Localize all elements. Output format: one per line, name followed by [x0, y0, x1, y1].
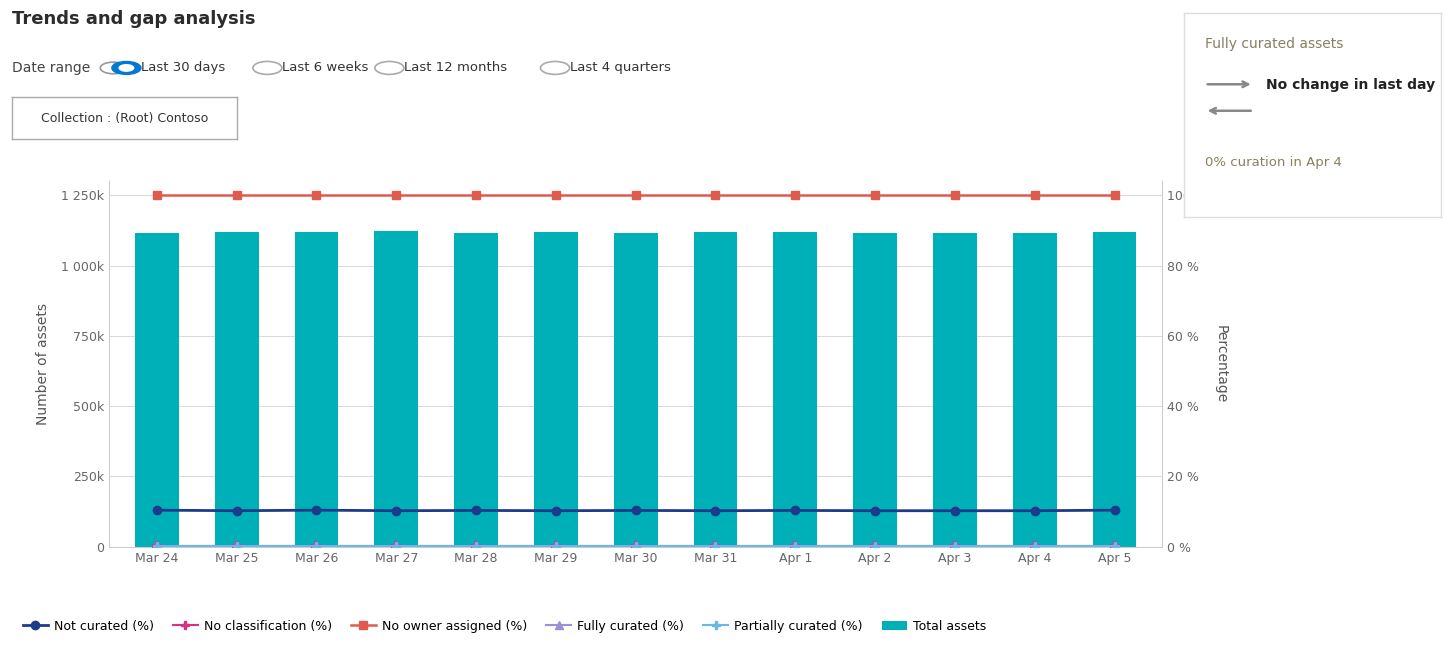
Bar — [135, 233, 179, 547]
Text: Last 12 months: Last 12 months — [404, 61, 507, 74]
Bar — [455, 233, 498, 547]
Bar — [1093, 232, 1136, 547]
Text: Last 30 days: Last 30 days — [141, 61, 225, 74]
Text: 0% curation in Apr 4: 0% curation in Apr 4 — [1205, 156, 1341, 169]
Bar — [933, 234, 976, 547]
Legend: Not curated (%), No classification (%), No owner assigned (%), Fully curated (%): Not curated (%), No classification (%), … — [17, 615, 991, 637]
Text: i: i — [112, 63, 115, 73]
Bar — [613, 233, 658, 547]
Y-axis label: Percentage: Percentage — [1213, 325, 1228, 403]
Bar — [1013, 233, 1056, 547]
Y-axis label: Number of assets: Number of assets — [36, 303, 49, 425]
Bar — [375, 231, 418, 547]
Text: Trends and gap analysis: Trends and gap analysis — [12, 10, 256, 28]
Bar — [773, 232, 817, 547]
Text: Collection : (Root) Contoso: Collection : (Root) Contoso — [41, 111, 208, 125]
Text: Date range: Date range — [12, 61, 90, 75]
Text: Fully curated assets: Fully curated assets — [1205, 38, 1343, 51]
Bar — [853, 233, 897, 547]
Text: Last 4 quarters: Last 4 quarters — [570, 61, 670, 74]
Bar — [693, 232, 738, 547]
Bar — [533, 232, 578, 547]
Text: Last 6 weeks: Last 6 weeks — [282, 61, 368, 74]
Bar — [215, 232, 259, 547]
Bar — [295, 232, 339, 547]
Text: No change in last day: No change in last day — [1267, 78, 1436, 92]
